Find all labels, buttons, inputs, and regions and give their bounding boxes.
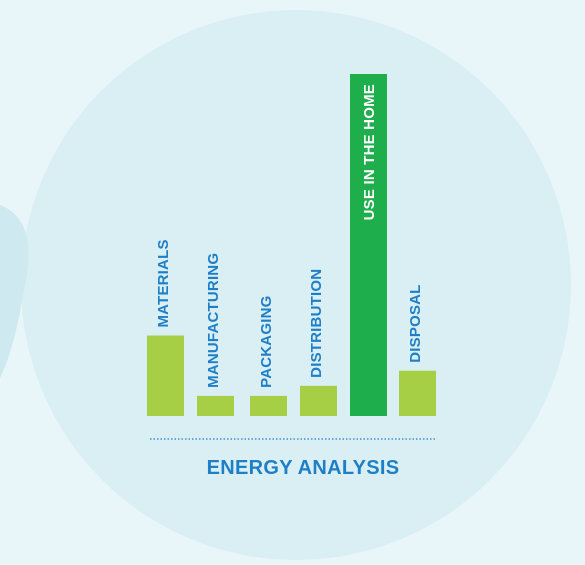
bar-disposal [399, 370, 436, 416]
bars-layer [147, 74, 436, 416]
background-circle [21, 10, 571, 560]
bar-materials [147, 335, 184, 416]
bar-label-packaging: PACKAGING [258, 296, 275, 388]
x-axis-title: ENERGY ANALYSIS [207, 457, 400, 479]
bar-packaging [250, 395, 287, 416]
bar-labels-layer: MATERIALS MANUFACTURING PACKAGING DISTRIBUT… [155, 84, 424, 388]
bar-use-in-the-home [350, 74, 387, 416]
bar-label-distribution: DISTRIBUTION [308, 269, 325, 378]
background-layer [0, 10, 571, 560]
bar-manufacturing [197, 395, 234, 416]
bar-distribution [300, 385, 337, 416]
background-swoosh [0, 205, 29, 378]
bar-label-use-in-the-home: USE IN THE HOME [361, 84, 378, 220]
bar-label-disposal: DISPOSAL [407, 284, 424, 362]
bar-label-materials: MATERIALS [155, 239, 172, 327]
bar-label-manufacturing: MANUFACTURING [205, 253, 222, 388]
